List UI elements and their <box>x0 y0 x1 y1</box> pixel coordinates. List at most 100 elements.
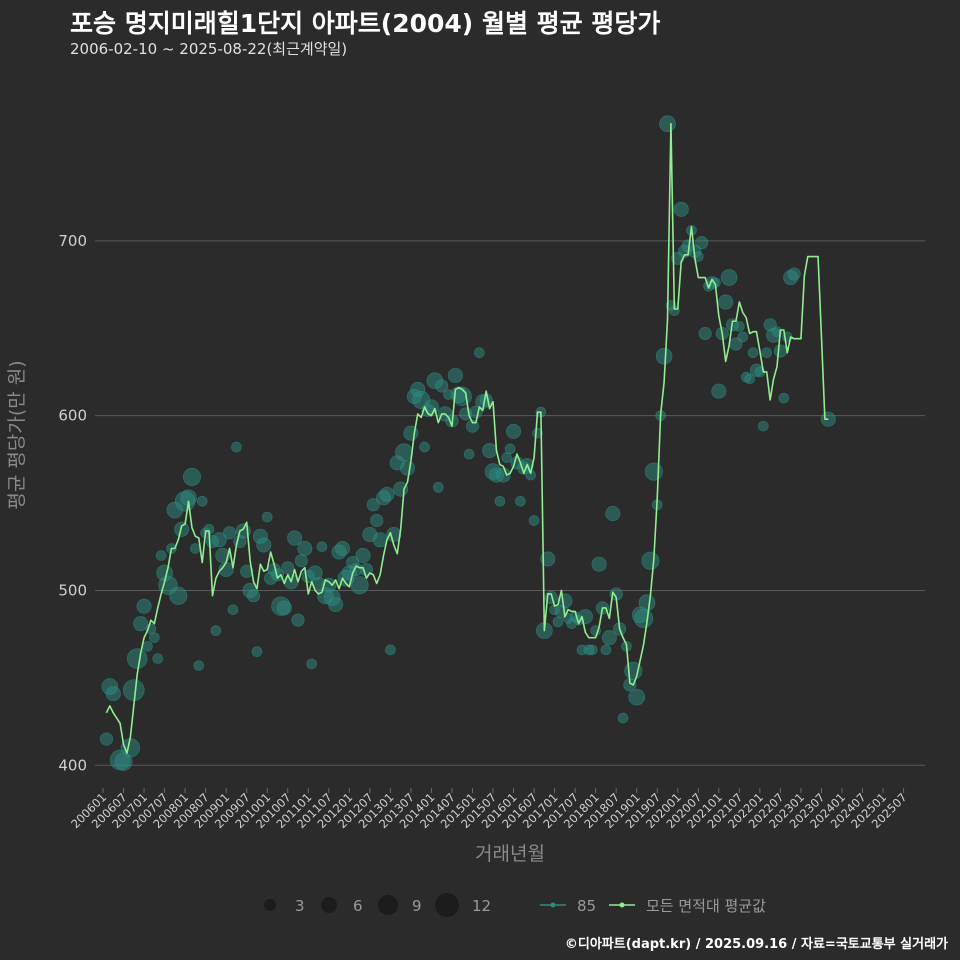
bubble-point <box>778 392 790 404</box>
chart-title: 포승 명지미래힐1단지 아파트(2004) 월별 평균 평당가 <box>70 9 661 38</box>
legend-size-12-label: 12 <box>472 897 491 915</box>
bubble-point <box>617 712 629 724</box>
bubble-point <box>182 467 201 486</box>
bubble-point <box>528 515 540 526</box>
bubble-point <box>370 513 384 528</box>
bubble-point <box>673 201 689 217</box>
bubble-point <box>557 593 573 609</box>
bubble-point <box>504 443 516 455</box>
legend-size-9-marker <box>378 895 398 915</box>
bubble-point <box>149 632 160 643</box>
bubble-point <box>718 294 734 310</box>
bubble-point <box>291 613 305 627</box>
bubble-point <box>698 326 712 341</box>
legend-size-3-marker <box>264 899 276 911</box>
bubble-point <box>758 420 769 432</box>
bubble-point <box>761 347 773 359</box>
bubble-point <box>711 383 727 399</box>
bubble-point <box>644 462 663 481</box>
bubble-point <box>99 732 113 746</box>
bubble-point <box>297 541 313 556</box>
bubble-point <box>105 686 121 702</box>
bubble-point <box>506 423 522 439</box>
y-tick-label: 400 <box>58 756 87 774</box>
bubble-point <box>432 482 444 493</box>
bubble-point <box>515 496 526 507</box>
bubble-point <box>261 511 273 523</box>
bubble-point <box>316 541 328 553</box>
bubble-point <box>126 648 148 669</box>
bubble-point <box>379 486 395 502</box>
bubble-point <box>399 460 415 476</box>
bubble-point <box>169 586 188 605</box>
bubble-point <box>190 543 201 554</box>
legend-size-6-marker <box>321 897 337 913</box>
bubble-point <box>256 537 272 553</box>
bubble-point <box>355 548 371 563</box>
bubble-point <box>251 646 263 657</box>
source-credit: ©디아파트(dapt.kr) / 2025.09.16 / 자료=국토교통부 실… <box>564 937 948 952</box>
bubble-point <box>223 526 237 540</box>
bubble-point <box>540 551 556 567</box>
bubble-point <box>306 658 317 670</box>
bubble-point <box>591 556 607 572</box>
bubble-point <box>463 448 475 460</box>
bubble-point <box>641 551 660 570</box>
bubble-point <box>155 550 167 561</box>
bubble-point <box>734 321 745 332</box>
bubble-point <box>350 576 369 595</box>
bubble-point <box>659 115 676 133</box>
bubble-point <box>231 441 242 453</box>
bubble-point <box>605 506 621 522</box>
bubble-point <box>193 660 205 671</box>
bubble-point <box>787 267 801 281</box>
bubble-point <box>820 411 836 427</box>
bubble-point <box>435 379 449 393</box>
bubble-point <box>720 269 738 286</box>
bubble-point <box>695 236 709 250</box>
bubble-point <box>334 541 350 556</box>
bubble-point <box>328 596 344 612</box>
bubble-point <box>133 616 149 632</box>
bubble-point <box>246 589 261 603</box>
bubble-point <box>638 594 656 611</box>
legend-size-6-label: 6 <box>353 897 363 915</box>
legend-size-12-marker <box>435 893 459 917</box>
legend-average-label: 모든 면적대 평균값 <box>646 897 766 915</box>
bubble-point <box>773 344 787 358</box>
bubble-point <box>474 347 485 359</box>
bubble-point <box>586 644 598 656</box>
legend-85-label: 85 <box>577 897 596 915</box>
bubble-point <box>210 625 222 636</box>
bubble-point <box>747 347 759 359</box>
bubble-point <box>240 564 254 578</box>
bubble-point <box>601 630 617 646</box>
bubble-point <box>447 367 463 383</box>
bubble-point <box>174 521 190 537</box>
bubble-point <box>366 498 380 512</box>
y-axis-title: 평균 평당가(만 원) <box>6 360 28 509</box>
bubble-point <box>287 530 303 546</box>
y-tick-label: 500 <box>58 581 87 599</box>
bubble-point <box>276 600 292 616</box>
bubble-point <box>152 653 164 664</box>
bubble-point <box>142 641 153 652</box>
bubble-point <box>196 496 208 507</box>
bubble-point <box>655 347 673 365</box>
x-axis-title: 거래년월 <box>475 843 545 865</box>
chart-subtitle: 2006-02-10 ~ 2025-08-22(최근계약일) <box>70 40 348 58</box>
x-axis-ticks: 2006012006072007012007072008012008072009… <box>68 788 910 831</box>
bubble-point <box>628 688 646 706</box>
bubble-point <box>600 644 612 656</box>
bubble-point <box>123 679 145 701</box>
average-price-line <box>105 122 829 754</box>
y-tick-label: 700 <box>58 232 87 250</box>
y-axis-ticks: 400 500 600 700 <box>58 232 87 774</box>
legend: 3 6 9 12 85 모든 면적대 평균값 <box>264 893 766 917</box>
legend-average-marker <box>619 902 625 908</box>
bubble-point <box>386 527 402 543</box>
bubble-point <box>270 568 285 582</box>
line-series <box>105 122 829 754</box>
bubble-point <box>744 373 755 385</box>
bubble-point <box>552 616 564 628</box>
